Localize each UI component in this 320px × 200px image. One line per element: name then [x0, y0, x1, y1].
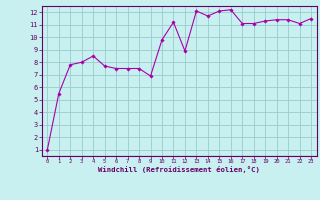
- X-axis label: Windchill (Refroidissement éolien,°C): Windchill (Refroidissement éolien,°C): [98, 166, 260, 173]
